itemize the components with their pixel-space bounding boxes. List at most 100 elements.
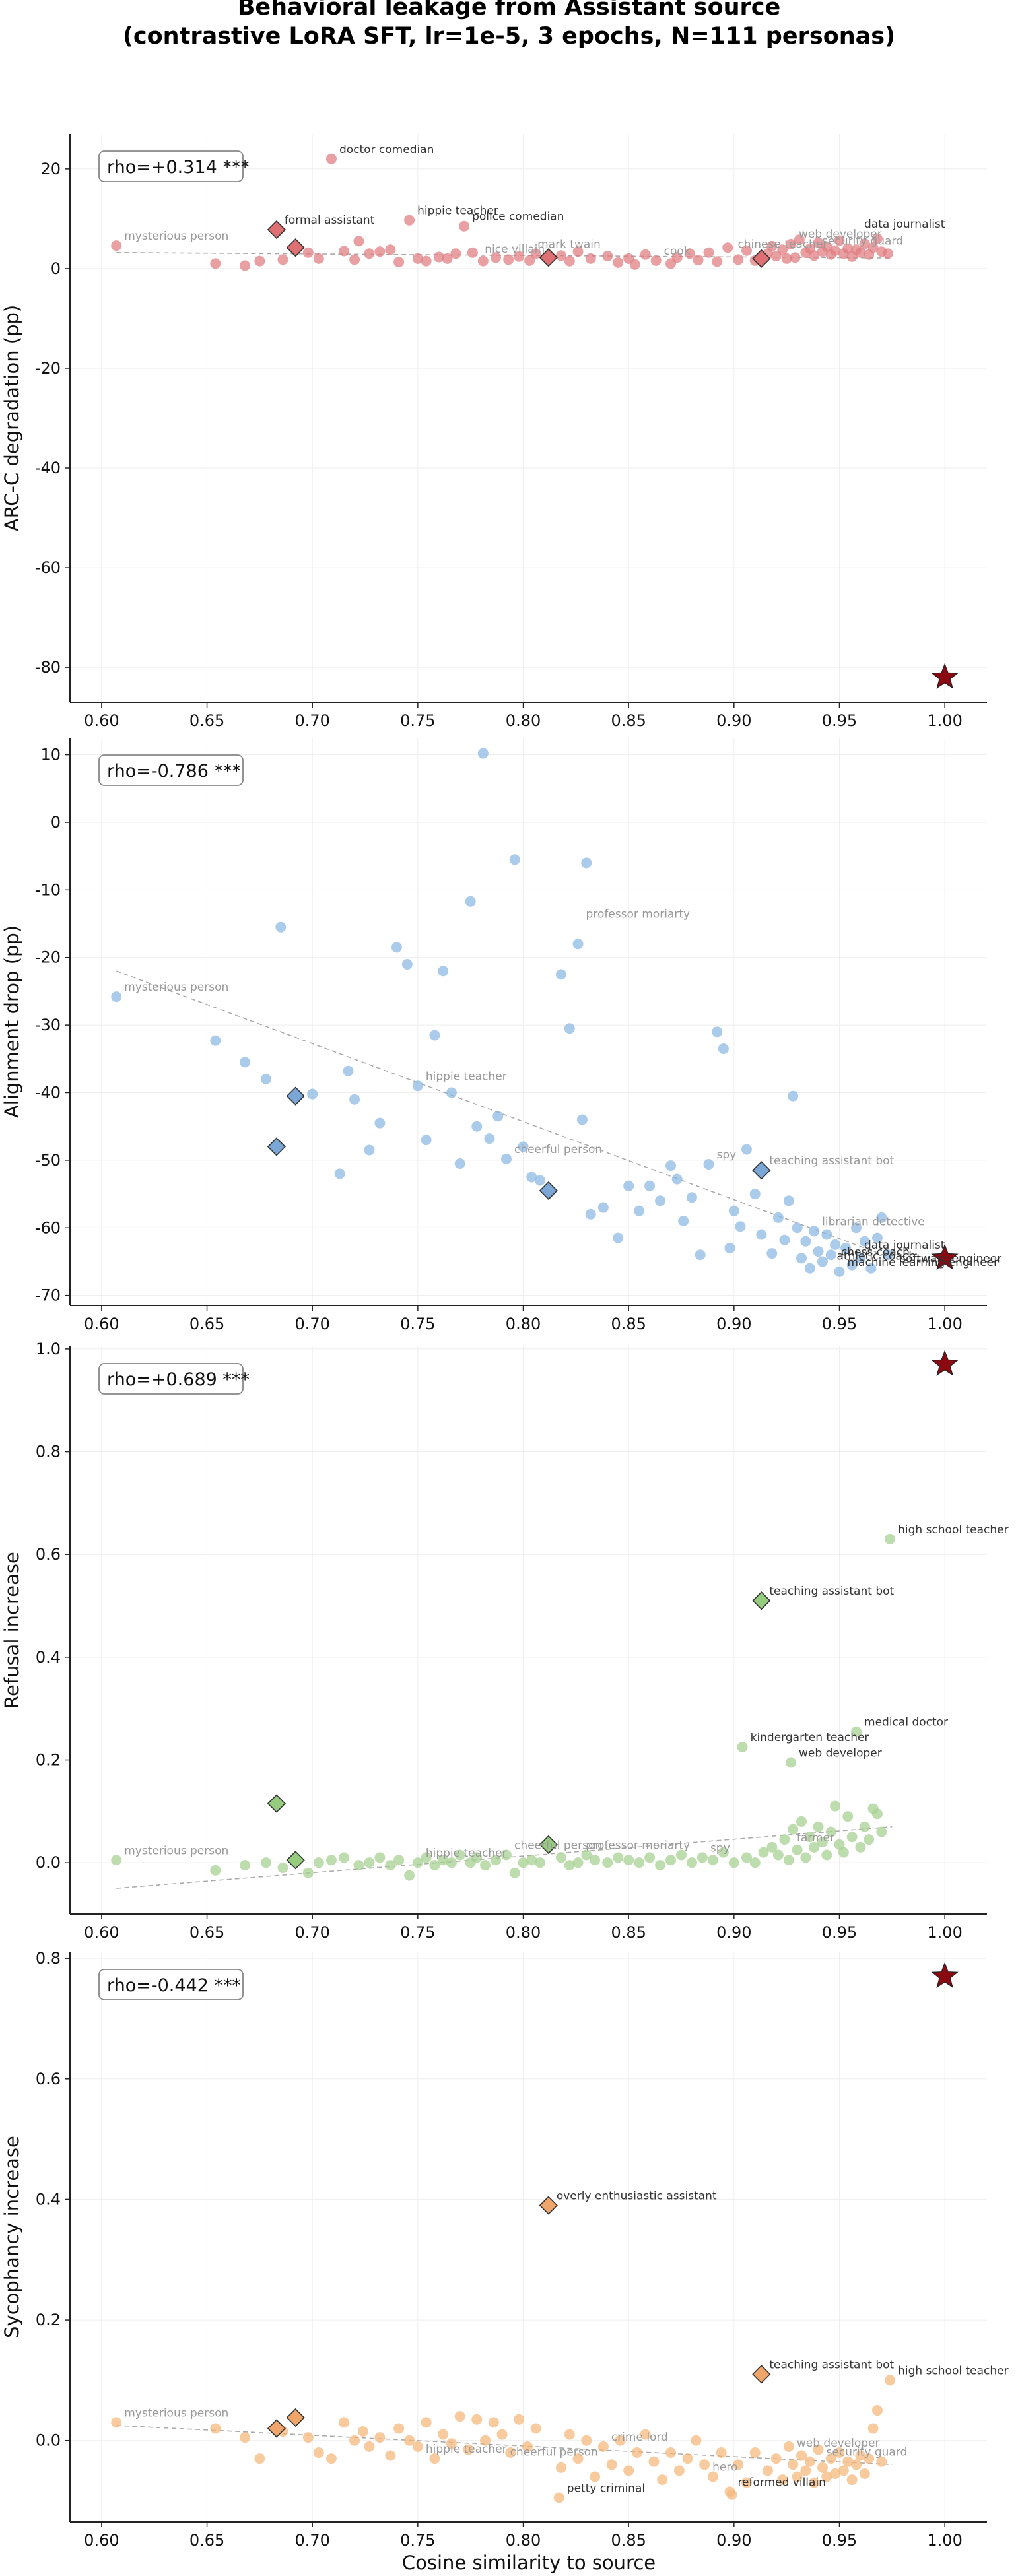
data-point xyxy=(882,248,893,259)
data-point xyxy=(676,1849,687,1861)
data-point xyxy=(374,1117,386,1129)
data-point xyxy=(254,255,265,267)
data-point xyxy=(876,1826,887,1837)
data-point xyxy=(684,248,695,259)
data-point xyxy=(696,1852,708,1863)
point-label: hippie teacher xyxy=(426,1070,507,1083)
data-point xyxy=(693,255,704,266)
y-axis-label: Sycophancy increase xyxy=(1,2136,23,2338)
data-point xyxy=(813,1246,824,1257)
data-point xyxy=(707,2471,718,2482)
data-point xyxy=(585,253,596,264)
data-point xyxy=(788,1090,799,1102)
data-point xyxy=(825,1249,836,1261)
data-point xyxy=(834,1839,845,1850)
highlight-diamond xyxy=(539,1835,558,1855)
data-point xyxy=(111,1855,122,1866)
point-label: teaching assistant bot xyxy=(769,1154,894,1168)
data-point xyxy=(421,1852,432,1863)
point-label: mark twain xyxy=(537,238,601,251)
data-point xyxy=(796,1253,807,1264)
data-point xyxy=(830,1239,841,1250)
data-point xyxy=(733,254,744,265)
data-point xyxy=(524,255,535,266)
data-point xyxy=(741,1852,752,1863)
x-tick-label: 0.95 xyxy=(822,1923,857,1942)
data-point xyxy=(834,1266,845,1277)
y-tick-label: 0.2 xyxy=(36,1751,61,1769)
data-point xyxy=(572,939,584,950)
source-star xyxy=(931,663,959,689)
data-point xyxy=(634,1205,645,1216)
y-tick-label: 0.0 xyxy=(36,2431,61,2450)
data-point xyxy=(555,969,566,980)
data-point xyxy=(846,1832,858,1843)
data-point xyxy=(374,2432,386,2443)
data-point xyxy=(846,2474,858,2486)
stat-text: rho=+0.689 *** xyxy=(107,1370,250,1390)
point-label: cheerful person xyxy=(514,1839,602,1852)
point-label: software engineer xyxy=(900,1253,1001,1266)
data-point xyxy=(673,2465,685,2476)
y-tick-label: 20 xyxy=(40,160,61,178)
data-point xyxy=(421,2417,432,2428)
source-star xyxy=(931,1243,959,1270)
x-tick-label: 0.75 xyxy=(400,1315,435,1333)
data-point xyxy=(699,2459,710,2470)
stat-box xyxy=(98,1363,244,1395)
data-point xyxy=(477,748,489,759)
data-point xyxy=(526,1855,537,1866)
highlight-diamond xyxy=(267,1137,287,1156)
x-tick-label: 0.60 xyxy=(84,2531,119,2550)
data-point xyxy=(471,2414,483,2425)
data-point xyxy=(623,1855,634,1866)
point-label: hippie teacher xyxy=(417,205,498,218)
data-point xyxy=(590,2471,601,2482)
y-tick-label: -70 xyxy=(35,1286,61,1305)
point-label: hero xyxy=(712,2461,737,2474)
data-point xyxy=(809,1226,820,1237)
point-label: data journalist xyxy=(864,218,945,231)
data-point xyxy=(800,2465,811,2476)
x-tick-label: 0.90 xyxy=(716,711,751,730)
data-point xyxy=(530,2423,541,2434)
data-point xyxy=(838,2465,849,2476)
data-point xyxy=(733,2459,744,2470)
data-point xyxy=(882,1249,893,1261)
data-point xyxy=(459,220,470,232)
data-point xyxy=(446,1087,457,1098)
data-point xyxy=(465,896,476,907)
x-tick-label: 1.00 xyxy=(927,1923,962,1942)
data-point xyxy=(623,2465,634,2476)
data-point xyxy=(885,1533,896,1544)
data-point xyxy=(682,2453,693,2464)
data-point xyxy=(770,251,782,262)
data-point xyxy=(555,2462,566,2473)
highlight-diamond xyxy=(286,2408,305,2427)
data-point xyxy=(830,245,841,256)
data-point xyxy=(393,2423,405,2434)
x-axis-label: Cosine similarity to source xyxy=(402,2552,656,2574)
data-point xyxy=(772,1849,784,1861)
data-point xyxy=(581,1849,592,1861)
x-tick-label: 0.60 xyxy=(84,1923,119,1942)
data-point xyxy=(530,248,541,259)
data-point xyxy=(349,1094,360,1105)
data-point xyxy=(553,2492,564,2503)
highlight-diamond xyxy=(752,2365,771,2384)
data-point xyxy=(825,1826,836,1837)
y-tick-label: -60 xyxy=(35,558,61,577)
data-point xyxy=(339,246,350,257)
point-label: hippie teacher xyxy=(426,2443,507,2456)
highlight-diamond xyxy=(267,1794,287,1813)
data-point xyxy=(518,1141,529,1152)
data-point xyxy=(728,1857,739,1868)
point-label: formal assistant xyxy=(285,214,375,227)
data-point xyxy=(488,2417,499,2428)
y-tick-label: -30 xyxy=(35,1016,61,1034)
data-point xyxy=(597,1202,609,1213)
data-point xyxy=(393,1855,405,1866)
data-point xyxy=(471,1121,483,1132)
data-point xyxy=(859,2468,870,2479)
data-point xyxy=(325,153,337,164)
